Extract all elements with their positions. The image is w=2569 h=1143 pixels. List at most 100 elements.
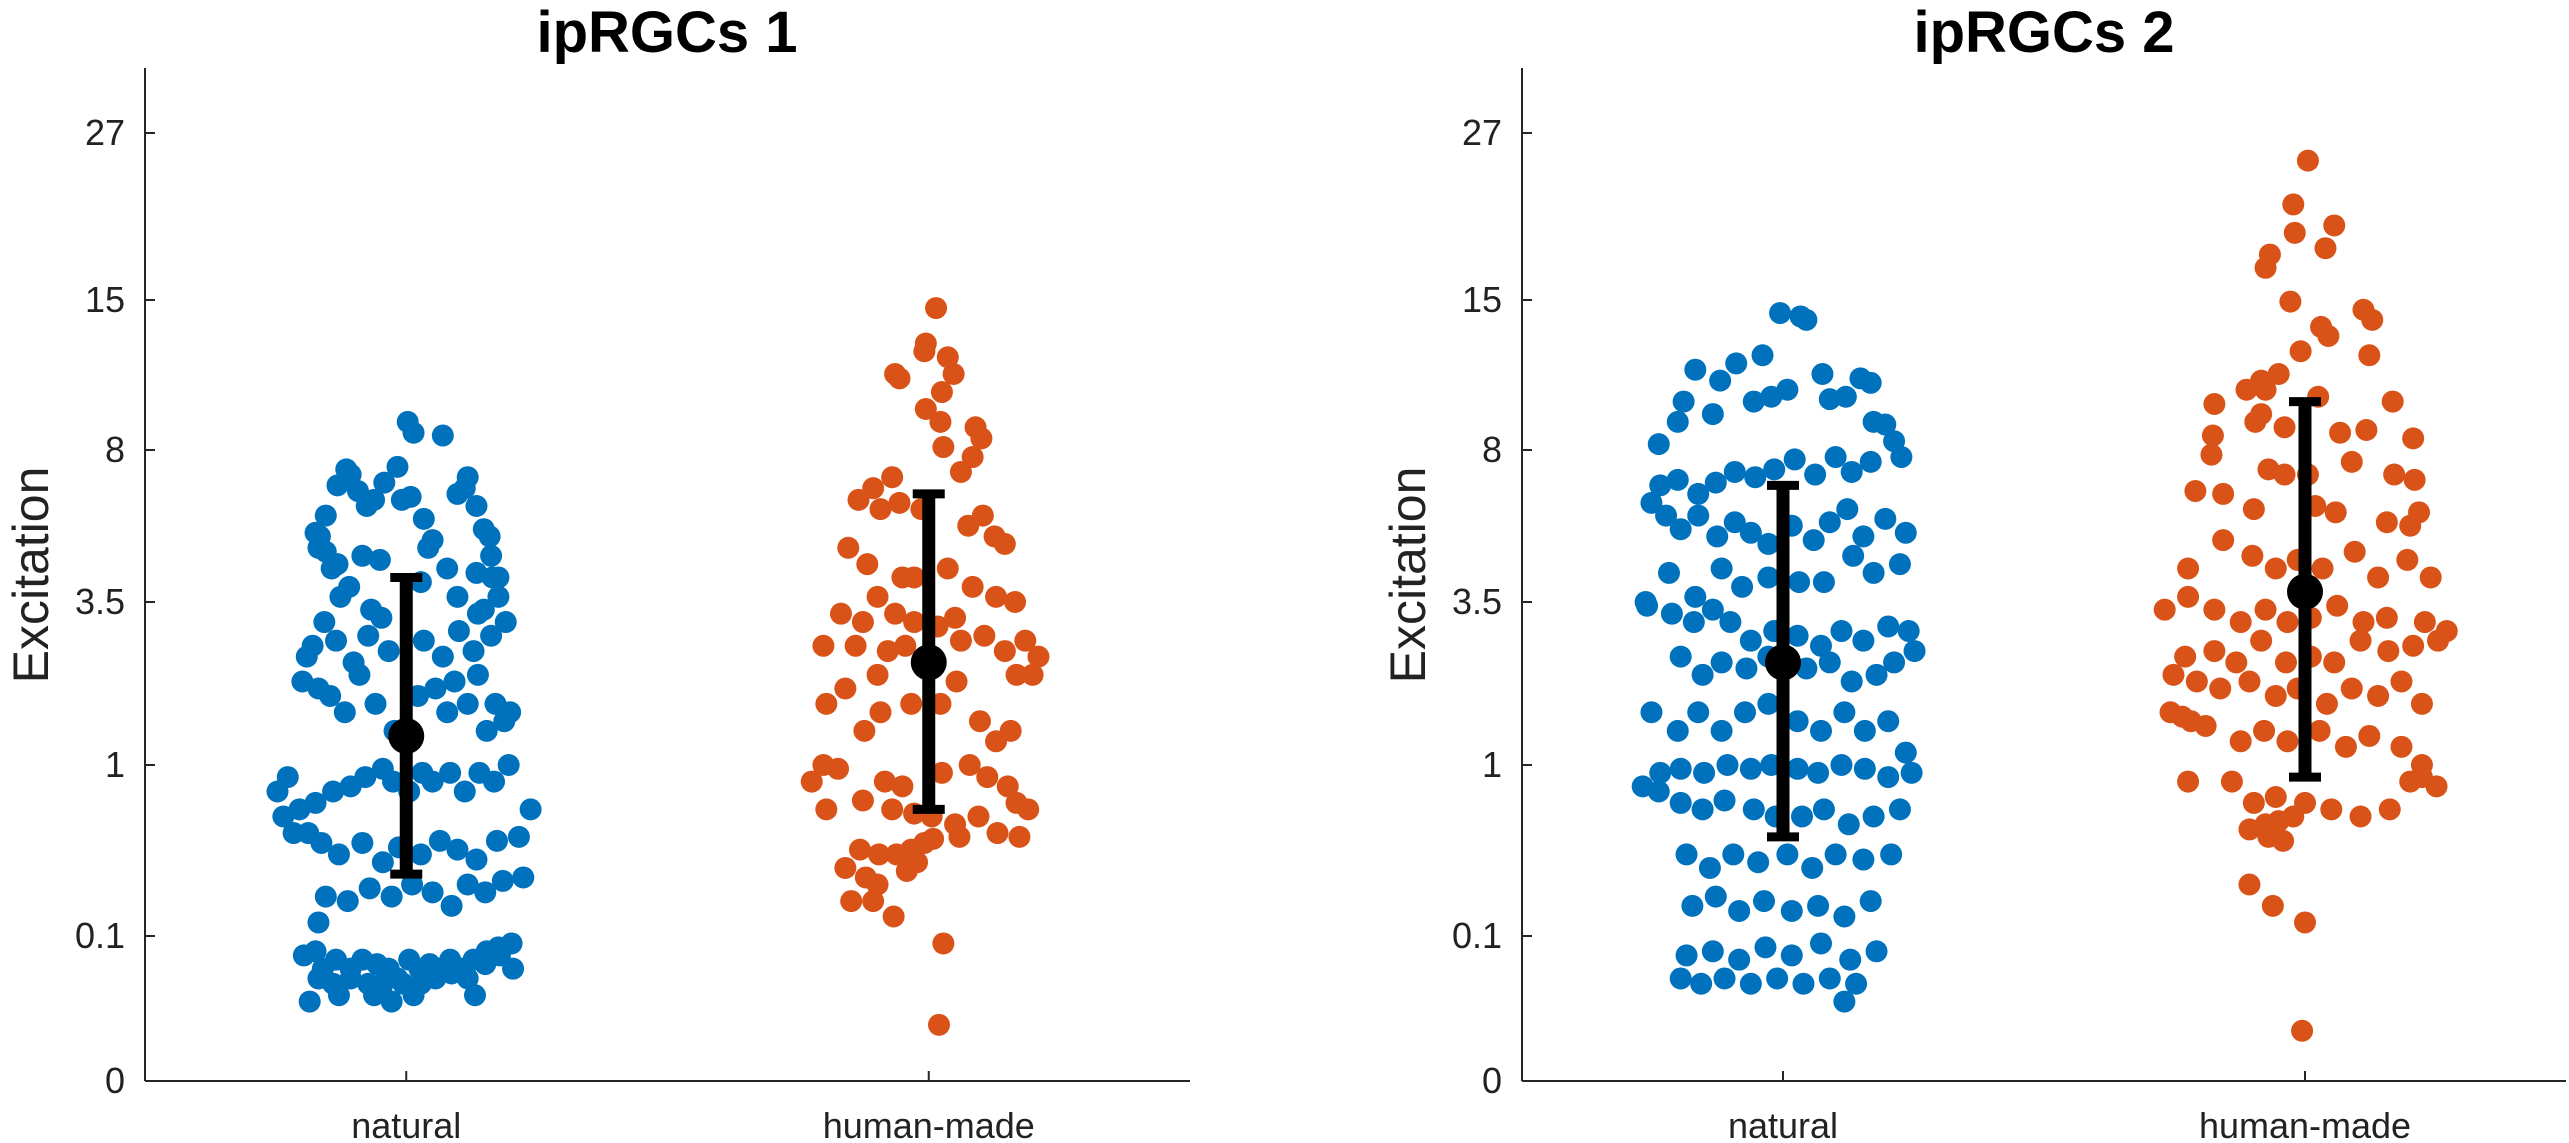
y-tick-label: 0.1 (75, 915, 125, 956)
data-point (2427, 629, 2450, 652)
data-point (475, 719, 498, 742)
data-point (453, 477, 476, 500)
series-human-made (800, 297, 1050, 1036)
data-point (1877, 766, 1900, 789)
data-point (1757, 566, 1780, 589)
data-point (2340, 450, 2363, 473)
data-point (491, 869, 514, 892)
data-point (2410, 692, 2433, 715)
data-point (884, 602, 907, 625)
data-point (2242, 498, 2265, 521)
data-point (1818, 651, 1841, 674)
data-point (1669, 791, 1692, 814)
data-point (1810, 932, 1833, 955)
data-point (2334, 735, 2357, 758)
data-point (936, 346, 959, 369)
median-marker (2287, 573, 2323, 610)
data-point (1766, 967, 1789, 990)
data-point (2162, 663, 2185, 686)
data-point (1824, 446, 1847, 469)
data-point (2254, 598, 2277, 621)
data-point (1728, 900, 1751, 923)
data-point (999, 719, 1022, 742)
data-point (2323, 651, 2346, 674)
data-point (319, 684, 342, 707)
data-point (466, 663, 489, 686)
data-point (2229, 611, 2252, 634)
data-point (310, 831, 333, 854)
data-point (1684, 585, 1707, 608)
data-point (847, 488, 870, 511)
data-point (1818, 388, 1841, 411)
data-point (307, 536, 330, 559)
data-point (1883, 651, 1906, 674)
data-point (487, 585, 510, 608)
data-point (2276, 730, 2299, 753)
data-point (1888, 553, 1911, 576)
x-tick-label: natural (1728, 1105, 1838, 1143)
data-point (1647, 780, 1670, 803)
data-point (2343, 540, 2366, 563)
data-point (888, 491, 911, 514)
data-point (866, 585, 889, 608)
data-point (357, 624, 380, 647)
data-point (2352, 611, 2375, 634)
data-point (2177, 585, 2200, 608)
data-point (1682, 611, 1705, 634)
data-point (1710, 651, 1733, 674)
data-point (1640, 701, 1663, 724)
data-point (1687, 504, 1710, 527)
data-point (2296, 149, 2319, 172)
error-bar-human-made (910, 489, 947, 814)
data-point (929, 410, 952, 433)
data-point (1739, 972, 1762, 995)
data-point (2375, 511, 2398, 534)
y-axis-label: Excitation (3, 467, 59, 684)
data-point (1675, 843, 1698, 866)
data-point (881, 466, 904, 489)
data-point (1845, 972, 1868, 995)
median-marker (388, 717, 425, 754)
data-point (314, 885, 337, 908)
data-point (1810, 634, 1833, 657)
data-point (1853, 719, 1876, 742)
data-point (932, 932, 955, 955)
data-point (1735, 657, 1758, 680)
data-point (2261, 894, 2284, 917)
data-point (487, 566, 510, 589)
data-point (1853, 757, 1876, 780)
data-point (1027, 645, 1050, 668)
data-point (958, 754, 981, 776)
data-point (1801, 856, 1824, 879)
data-point (834, 856, 857, 879)
data-point (1713, 789, 1736, 812)
data-point (1840, 670, 1863, 693)
data-point (1760, 385, 1783, 408)
data-point (844, 634, 867, 657)
data-point (322, 780, 345, 803)
data-point (2311, 557, 2334, 580)
data-point (1687, 482, 1710, 505)
data-point (827, 757, 850, 780)
data-point (986, 822, 1009, 845)
data-point (1666, 410, 1689, 433)
y-tick-label: 0 (1482, 1060, 1502, 1101)
data-point (1880, 843, 1903, 866)
data-point (2212, 529, 2235, 552)
data-point (402, 421, 425, 444)
data-point (1005, 663, 1028, 686)
data-point (993, 640, 1016, 663)
data-point (1004, 591, 1027, 613)
data-point (1804, 463, 1827, 486)
data-point (351, 544, 374, 567)
data-point (2273, 463, 2296, 486)
data-point (1852, 629, 1875, 652)
data-point (1704, 471, 1727, 494)
y-tick-label: 1 (105, 744, 125, 785)
data-point (368, 548, 391, 571)
x-tick-label: human-made (823, 1105, 1035, 1143)
data-point (1752, 890, 1775, 913)
data-point (1747, 851, 1770, 874)
data-point (1739, 521, 1762, 544)
